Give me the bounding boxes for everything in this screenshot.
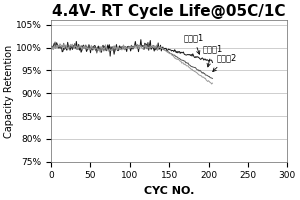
Text: 対比例1: 対比例1 (202, 45, 223, 67)
X-axis label: CYC NO.: CYC NO. (144, 186, 194, 196)
Title: 4.4V- RT Cycle Life@05C/1C: 4.4V- RT Cycle Life@05C/1C (52, 4, 286, 19)
Text: 実施例1: 実施例1 (183, 33, 204, 54)
Text: 対比例2: 対比例2 (213, 54, 237, 72)
Y-axis label: Capacity Retention: Capacity Retention (4, 44, 14, 138)
